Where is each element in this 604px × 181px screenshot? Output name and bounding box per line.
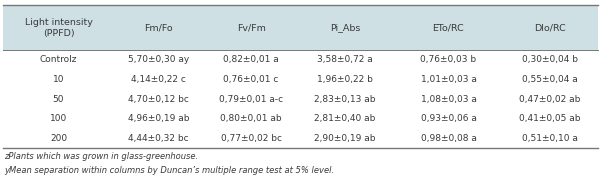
Text: 4,44±0,32 bc: 4,44±0,32 bc <box>128 134 189 143</box>
Text: 0,55±0,04 a: 0,55±0,04 a <box>522 75 578 84</box>
Text: zPlants which was grown in glass-greenhouse.: zPlants which was grown in glass-greenho… <box>4 152 198 161</box>
Text: 2,90±0,19 ab: 2,90±0,19 ab <box>315 134 376 143</box>
Text: 0,77±0,02 bc: 0,77±0,02 bc <box>220 134 281 143</box>
Text: 0,93±0,06 a: 0,93±0,06 a <box>420 114 477 123</box>
Text: 1,96±0,22 b: 1,96±0,22 b <box>317 75 373 84</box>
Text: 0,47±0,02 ab: 0,47±0,02 ab <box>519 95 581 104</box>
Text: 4,96±0,19 ab: 4,96±0,19 ab <box>128 114 190 123</box>
Text: 0,76±0,01 c: 0,76±0,01 c <box>223 75 279 84</box>
Text: DIo/RC: DIo/RC <box>535 23 566 32</box>
Text: Light intensity
(PPFD): Light intensity (PPFD) <box>25 18 92 38</box>
Text: 10: 10 <box>53 75 64 84</box>
Text: 0,82±0,01 a: 0,82±0,01 a <box>223 55 279 64</box>
Text: 0,79±0,01 a-c: 0,79±0,01 a-c <box>219 95 283 104</box>
Text: 0,41±0,05 ab: 0,41±0,05 ab <box>519 114 581 123</box>
Text: 200: 200 <box>50 134 67 143</box>
Text: Fv/Fm: Fv/Fm <box>237 23 266 32</box>
Text: 0,98±0,08 a: 0,98±0,08 a <box>420 134 477 143</box>
Text: ETo/RC: ETo/RC <box>432 23 464 32</box>
Text: Pi_Abs: Pi_Abs <box>330 23 361 32</box>
Text: 0,30±0,04 b: 0,30±0,04 b <box>522 55 578 64</box>
Text: yMean separation within columns by Duncan’s multiple range test at 5% level.: yMean separation within columns by Dunca… <box>4 166 335 175</box>
Text: 5,70±0,30 ay: 5,70±0,30 ay <box>128 55 189 64</box>
Text: 1,01±0,03 a: 1,01±0,03 a <box>420 75 477 84</box>
Text: 0,80±0,01 ab: 0,80±0,01 ab <box>220 114 282 123</box>
Text: 0,51±0,10 a: 0,51±0,10 a <box>522 134 578 143</box>
Text: 1,08±0,03 a: 1,08±0,03 a <box>420 95 477 104</box>
Text: 100: 100 <box>50 114 67 123</box>
Text: Controlz: Controlz <box>40 55 77 64</box>
Text: 0,76±0,03 b: 0,76±0,03 b <box>420 55 477 64</box>
Text: 2,81±0,40 ab: 2,81±0,40 ab <box>315 114 376 123</box>
Text: Fm/Fo: Fm/Fo <box>144 23 173 32</box>
Text: 3,58±0,72 a: 3,58±0,72 a <box>317 55 373 64</box>
Text: 4,14±0,22 c: 4,14±0,22 c <box>131 75 186 84</box>
Text: 4,70±0,12 bc: 4,70±0,12 bc <box>128 95 189 104</box>
Text: 50: 50 <box>53 95 64 104</box>
Text: 2,83±0,13 ab: 2,83±0,13 ab <box>315 95 376 104</box>
Bar <box>3 5 598 50</box>
